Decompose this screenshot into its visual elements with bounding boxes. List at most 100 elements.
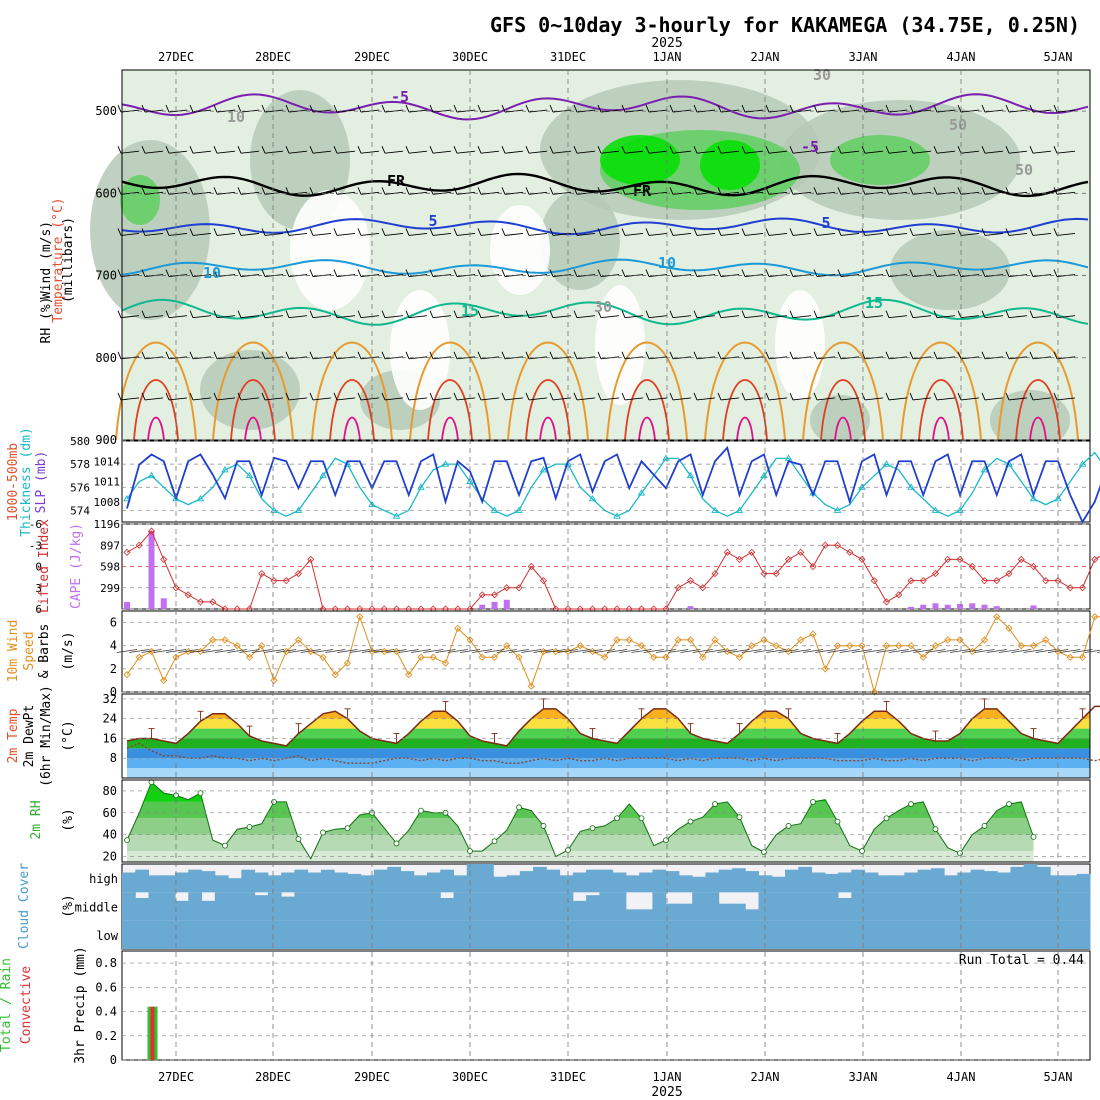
- wind-barb: [802, 649, 824, 653]
- cloud-middle-bar: [718, 903, 733, 921]
- wind-barb: [429, 351, 434, 359]
- cape-bar: [124, 601, 130, 609]
- wind-barb: [423, 649, 444, 653]
- cape-bar: [944, 604, 951, 609]
- wind-barb: [261, 104, 266, 113]
- wind-barb: [168, 150, 188, 154]
- wind-barb: [1029, 146, 1034, 154]
- wind-barb: [693, 104, 698, 113]
- wind-barb: [696, 315, 716, 319]
- cloud-low-bar: [201, 920, 216, 949]
- wind-marker: [809, 630, 817, 638]
- temp-contour-20: [311, 341, 393, 441]
- wind-barb: [837, 187, 842, 195]
- cloud-high-bar: [930, 868, 945, 893]
- wind-barb: [456, 150, 476, 154]
- wind-barb: [405, 104, 410, 113]
- run-total-text: Run Total = 0.44: [959, 953, 1084, 968]
- temp-contour-10: [121, 258, 1089, 277]
- wind-barb: [213, 187, 218, 195]
- contour-label: FR: [633, 182, 652, 200]
- wind-barb: [600, 232, 620, 236]
- wind-barb: [312, 232, 332, 236]
- wind-barb: [1005, 228, 1010, 236]
- cloud-middle-bar: [214, 892, 229, 921]
- cloud-high-bar: [533, 866, 547, 893]
- wind-barb: [696, 397, 716, 401]
- wind-barb: [545, 649, 566, 653]
- date-tick-top: 28DEC: [255, 50, 291, 64]
- cloud-low-bar: [440, 920, 455, 949]
- wind-barb: [333, 228, 338, 236]
- thickness-marker: [392, 512, 401, 519]
- cloud-middle-bar: [665, 903, 680, 921]
- wind-barb: [669, 104, 674, 113]
- wind-barb: [1053, 228, 1058, 236]
- li-marker: [539, 577, 548, 585]
- wind-barb: [165, 104, 170, 113]
- wind-barb: [276, 649, 297, 653]
- wind-barb: [1053, 187, 1058, 195]
- cloud-high-bar: [838, 872, 852, 893]
- temp-contour-25: [133, 379, 179, 441]
- wind-marker: [294, 636, 303, 644]
- wind-barb: [933, 351, 938, 359]
- wind-barb: [168, 315, 188, 319]
- cloud-middle-bar: [546, 892, 561, 921]
- cloud-low-bar: [811, 920, 826, 949]
- wind-barb: [333, 104, 338, 113]
- wind-barb: [912, 150, 932, 154]
- rh-marker: [761, 849, 767, 856]
- thickness-marker: [245, 471, 254, 479]
- wind-barb: [981, 310, 986, 318]
- date-tick-bottom: 2JAN: [751, 1070, 780, 1084]
- cloud-middle-bar: [426, 892, 441, 921]
- cloud-middle-bar: [639, 909, 653, 921]
- wind-barb: [789, 310, 794, 318]
- li-marker: [490, 591, 499, 599]
- li-marker: [1091, 555, 1099, 563]
- wind-barb: [408, 397, 428, 401]
- wind-barb: [384, 150, 404, 154]
- wind-marker: [441, 659, 450, 667]
- cloud-low-bar: [652, 920, 667, 949]
- wind-barb: [1005, 187, 1010, 195]
- wind-barb: [309, 187, 314, 195]
- date-tick-bottom: 28DEC: [255, 1070, 291, 1084]
- wind-barb: [720, 150, 740, 154]
- li-marker: [1066, 584, 1074, 592]
- rh-marker: [908, 801, 914, 807]
- wind-barb: [984, 397, 1004, 401]
- cloud-low-bar: [161, 920, 176, 949]
- wind-barb: [189, 269, 194, 277]
- wind-barb: [597, 146, 602, 154]
- cape-tick: 299: [100, 582, 120, 595]
- wind-barb: [912, 397, 932, 401]
- wind-barb: [962, 649, 983, 653]
- panel-label: 2m RH: [29, 800, 44, 839]
- wind-barb: [153, 649, 174, 653]
- thickness-tick: 578: [70, 458, 90, 471]
- precip-tick: 0.8: [95, 956, 117, 970]
- wind-marker: [343, 659, 352, 667]
- wind-barb: [120, 150, 140, 154]
- cloud-middle-bar: [838, 898, 852, 921]
- cloud-middle-bar: [785, 892, 799, 921]
- cloud-low-bar: [665, 920, 680, 949]
- wind-barb: [1056, 397, 1076, 401]
- wind-barb: [909, 146, 914, 154]
- thickness-marker: [760, 471, 768, 479]
- cape-bar: [969, 603, 976, 609]
- thickness-marker: [980, 466, 989, 473]
- wind-barb: [435, 649, 456, 653]
- wind-barb: [885, 146, 890, 154]
- cloud-low-bar: [188, 920, 203, 949]
- wind-barb: [1008, 150, 1028, 154]
- wind-barb: [1053, 146, 1058, 154]
- cloud-low-bar: [373, 920, 388, 949]
- wind-barb: [573, 392, 578, 401]
- wind-barb: [117, 146, 122, 154]
- rh-marker: [246, 824, 253, 830]
- wind-barb: [453, 228, 458, 236]
- cloud-high-bar: [665, 871, 680, 893]
